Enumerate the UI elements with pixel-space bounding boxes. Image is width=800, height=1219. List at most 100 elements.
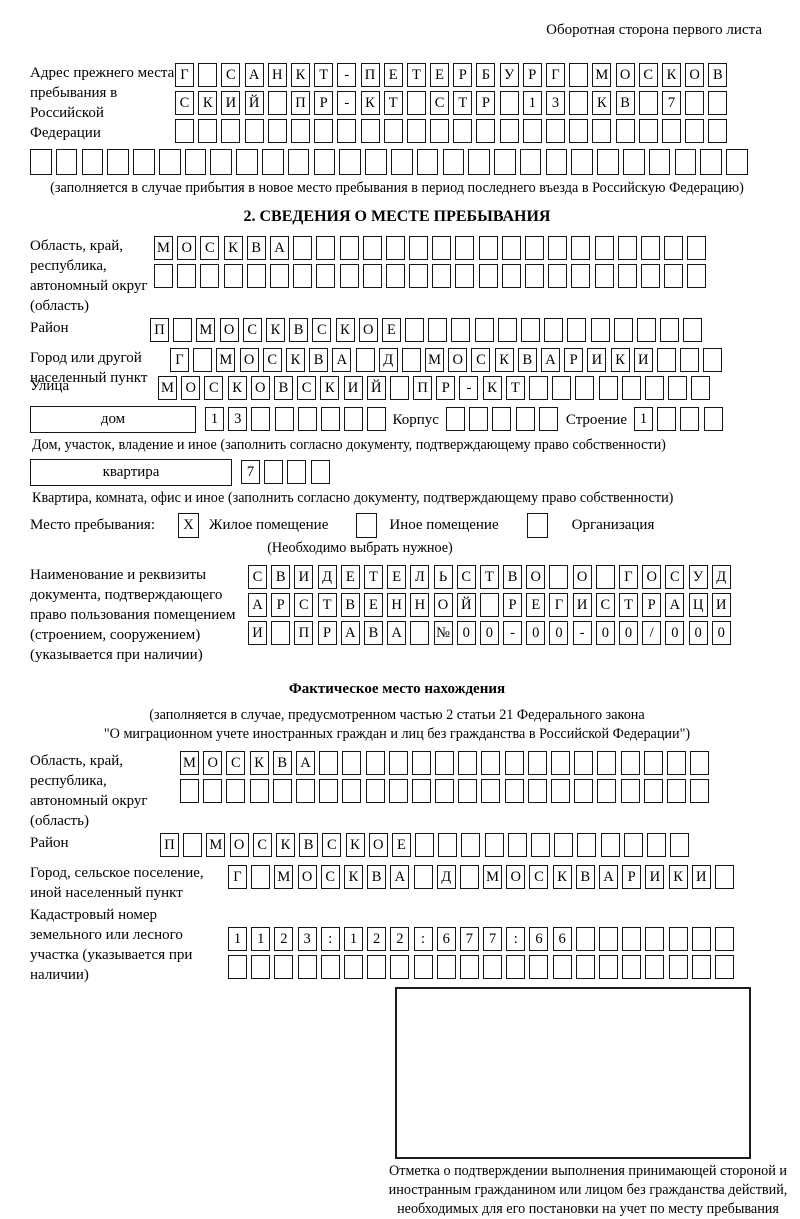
char-cell xyxy=(714,865,734,889)
char-cell: Т xyxy=(314,63,334,87)
char-cell: О xyxy=(177,236,197,260)
char-cell xyxy=(569,91,589,115)
prev-address-caption: (заполняется в случае прибытия в новое м… xyxy=(50,180,744,196)
apartment-number-cells[interactable]: 7 xyxy=(241,460,334,484)
stay-option-residential-label: Жилое помещение xyxy=(209,517,329,533)
char-cell: В xyxy=(289,318,309,342)
stroenie-cells[interactable]: 1 xyxy=(634,407,727,431)
char-cell xyxy=(267,91,287,115)
char-cell: К xyxy=(482,376,502,400)
char-cell xyxy=(484,833,504,857)
stay-type-checkbox-organization[interactable] xyxy=(526,513,548,538)
char-cell: В xyxy=(271,565,291,589)
char-cell: К xyxy=(275,833,295,857)
cadastre-block: Кадастровый номер земельного или лесного… xyxy=(30,905,764,985)
char-cell xyxy=(708,119,728,143)
char-cell xyxy=(459,955,479,979)
korpus-label: Корпус xyxy=(392,412,439,428)
actual-location-title: Фактическое место нахождения xyxy=(288,681,506,697)
char-cell xyxy=(574,751,594,775)
char-cell: С xyxy=(595,593,615,617)
actual-city-label: Город, сельское поселение, иной населенн… xyxy=(30,865,204,901)
char-cell: А xyxy=(599,865,618,889)
char-cell xyxy=(552,376,572,400)
region-row-2[interactable] xyxy=(154,264,711,288)
char-cell xyxy=(267,119,287,143)
char-cell: Е xyxy=(387,565,407,589)
actual-region-row-2[interactable] xyxy=(180,779,713,803)
char-cell: Г xyxy=(175,63,194,87)
char-cell xyxy=(365,149,387,175)
char-cell xyxy=(594,264,614,288)
prev-address-row-4[interactable] xyxy=(30,149,764,175)
char-cell xyxy=(575,927,595,951)
char-cell: 0 xyxy=(456,621,476,645)
char-cell: Е xyxy=(363,593,383,617)
char-cell: Т xyxy=(479,565,499,589)
char-cell xyxy=(615,119,635,143)
stay-place-note: (Необходимо выбрать нужное) xyxy=(267,540,453,556)
char-cell: П xyxy=(290,91,310,115)
char-cell xyxy=(668,955,688,979)
char-cell: Т xyxy=(406,63,426,87)
char-cell: К xyxy=(320,376,340,400)
char-cell: К xyxy=(661,63,681,87)
char-cell xyxy=(479,593,499,617)
char-cell: А xyxy=(332,348,352,372)
cadastre-row-2[interactable] xyxy=(228,955,738,979)
char-cell xyxy=(529,955,549,979)
char-cell: И xyxy=(633,348,653,372)
korpus-cells[interactable] xyxy=(445,407,562,431)
char-cell: Д xyxy=(711,565,731,589)
char-cell xyxy=(367,407,387,431)
char-cell: С xyxy=(248,565,267,589)
char-cell: М xyxy=(425,348,445,372)
document-row-3[interactable]: И П Р А В А № 0 0-0 0-0 0/0 0 0 xyxy=(248,621,735,645)
stay-type-checkbox-other[interactable] xyxy=(356,513,378,538)
char-cell xyxy=(620,779,640,803)
char-cell: Е xyxy=(381,318,401,342)
prev-address-row-3[interactable] xyxy=(175,119,732,143)
char-cell: Й xyxy=(244,91,264,115)
char-cell xyxy=(30,149,52,175)
char-cell: Г xyxy=(228,865,247,889)
stay-type-checkbox-residential[interactable]: X xyxy=(178,513,199,538)
char-cell: М xyxy=(216,348,236,372)
char-cell xyxy=(295,779,315,803)
char-cell xyxy=(599,955,618,979)
char-cell xyxy=(177,264,197,288)
char-cell xyxy=(81,149,104,175)
char-cell: К xyxy=(223,236,243,260)
char-cell xyxy=(405,318,425,342)
char-cell xyxy=(714,955,734,979)
char-cell: 0 xyxy=(549,621,569,645)
char-cell: С xyxy=(322,833,342,857)
char-cell: Е xyxy=(383,63,403,87)
char-cell: С xyxy=(226,751,246,775)
char-cell: О xyxy=(297,865,317,889)
char-cell xyxy=(436,955,456,979)
char-cell: Т xyxy=(383,91,403,115)
char-cell: В xyxy=(363,621,383,645)
char-cell: И xyxy=(294,565,314,589)
char-cell xyxy=(594,236,614,260)
char-cell: 0 xyxy=(665,621,685,645)
char-cell xyxy=(703,407,723,431)
char-cell xyxy=(180,779,199,803)
char-cell: К xyxy=(249,751,269,775)
char-cell xyxy=(527,751,547,775)
